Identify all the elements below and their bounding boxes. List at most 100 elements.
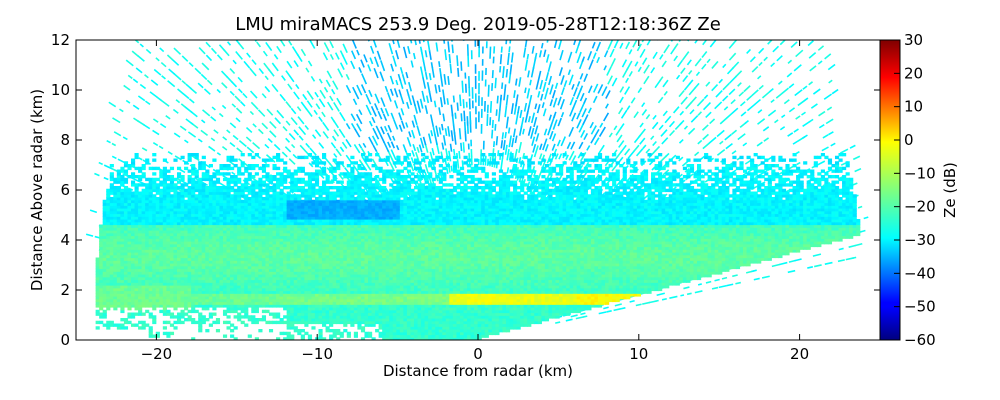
echo-cell [215, 318, 221, 322]
echo-cell [130, 249, 136, 253]
echo-dash [522, 128, 525, 135]
echo-cell [237, 177, 242, 182]
echo-cell [222, 205, 228, 209]
echo-cell [198, 191, 203, 195]
echo-cell [219, 230, 224, 234]
echo-cell [120, 318, 125, 322]
echo-cell [226, 298, 231, 303]
echo-cell [215, 298, 221, 303]
echo-cell [130, 263, 136, 267]
echo-cell [162, 175, 167, 179]
echo-dash [731, 129, 738, 135]
echo-dash [544, 87, 549, 100]
echo-dash [307, 60, 313, 67]
echo-cell [226, 282, 231, 286]
echo-cell [233, 298, 238, 303]
echo-cell [233, 235, 238, 239]
echo-cell [155, 186, 160, 190]
echo-cell [130, 172, 136, 176]
echo-cell [148, 224, 153, 228]
echo-cell [191, 285, 196, 289]
echo-cell [99, 265, 104, 270]
echo-cell [106, 230, 111, 234]
echo-dash [533, 145, 539, 158]
echo-cell [152, 315, 157, 319]
echo-cell [159, 194, 164, 198]
echo-dash [570, 155, 577, 166]
echo-dash [200, 73, 208, 81]
echo-cell [191, 166, 196, 171]
echo-cell [254, 153, 259, 157]
echo-dash [325, 79, 331, 87]
echo-cell [230, 249, 235, 253]
echo-dash [497, 109, 501, 122]
echo-dash [551, 133, 557, 142]
echo-cell [219, 197, 224, 201]
echo-cell [102, 271, 107, 275]
echo-cell [120, 260, 125, 264]
echo-dash [753, 98, 761, 106]
echo-cell [134, 307, 139, 311]
echo-cell [180, 293, 185, 297]
echo-cell [208, 312, 213, 316]
echo-cell [120, 230, 125, 234]
echo-dash [863, 216, 869, 220]
echo-cell [268, 312, 274, 316]
echo-cell [233, 304, 238, 308]
echo-cell [155, 301, 160, 305]
echo-cell [113, 323, 118, 327]
echo-dash [226, 41, 232, 46]
echo-cell [130, 199, 136, 204]
echo-cell [191, 188, 196, 193]
echo-cell [109, 238, 114, 242]
echo-cell [173, 260, 178, 264]
echo-dash [608, 132, 613, 138]
echo-cell [123, 197, 129, 201]
echo-cell [180, 296, 185, 300]
echo-cell [230, 175, 235, 179]
echo-cell [191, 263, 196, 267]
echo-cell [176, 304, 182, 308]
echo-cell [109, 216, 114, 220]
echo-cell [152, 197, 157, 201]
echo-cell [155, 166, 160, 171]
echo-cell [184, 260, 189, 264]
echo-dash [722, 63, 727, 69]
echo-cell [222, 208, 228, 212]
echo-cell [141, 224, 146, 228]
echo-cell [99, 246, 104, 250]
echo-cell [138, 301, 143, 305]
echo-cell [123, 164, 129, 168]
echo-cell [205, 285, 210, 289]
echo-cell [148, 210, 153, 215]
echo-cell [134, 282, 139, 286]
echo-cell [166, 186, 171, 190]
echo-dash [261, 93, 267, 99]
echo-cell [205, 290, 210, 294]
echo-cell [162, 268, 167, 272]
echo-cell [198, 287, 203, 292]
echo-cell [162, 260, 167, 264]
echo-cell [109, 186, 114, 190]
echo-cell [240, 282, 245, 286]
echo-cell [222, 293, 228, 297]
echo-cell [162, 279, 167, 283]
echo-cell [116, 213, 121, 217]
echo-cell [191, 224, 196, 228]
echo-dash [425, 95, 430, 104]
echo-cell [201, 221, 206, 226]
echo-cell [123, 265, 129, 270]
echo-cell [169, 221, 175, 226]
echo-dash [589, 121, 594, 129]
echo-cell [155, 224, 160, 228]
echo-cell [148, 166, 153, 171]
echo-cell [173, 205, 178, 209]
echo-cell [162, 293, 167, 297]
echo-cell [127, 208, 132, 212]
echo-cell [198, 252, 203, 256]
echo-cell [169, 312, 175, 316]
echo-cell [237, 260, 242, 264]
echo-cell [134, 296, 139, 300]
echo-dash [444, 128, 448, 136]
echo-dash [98, 161, 103, 166]
